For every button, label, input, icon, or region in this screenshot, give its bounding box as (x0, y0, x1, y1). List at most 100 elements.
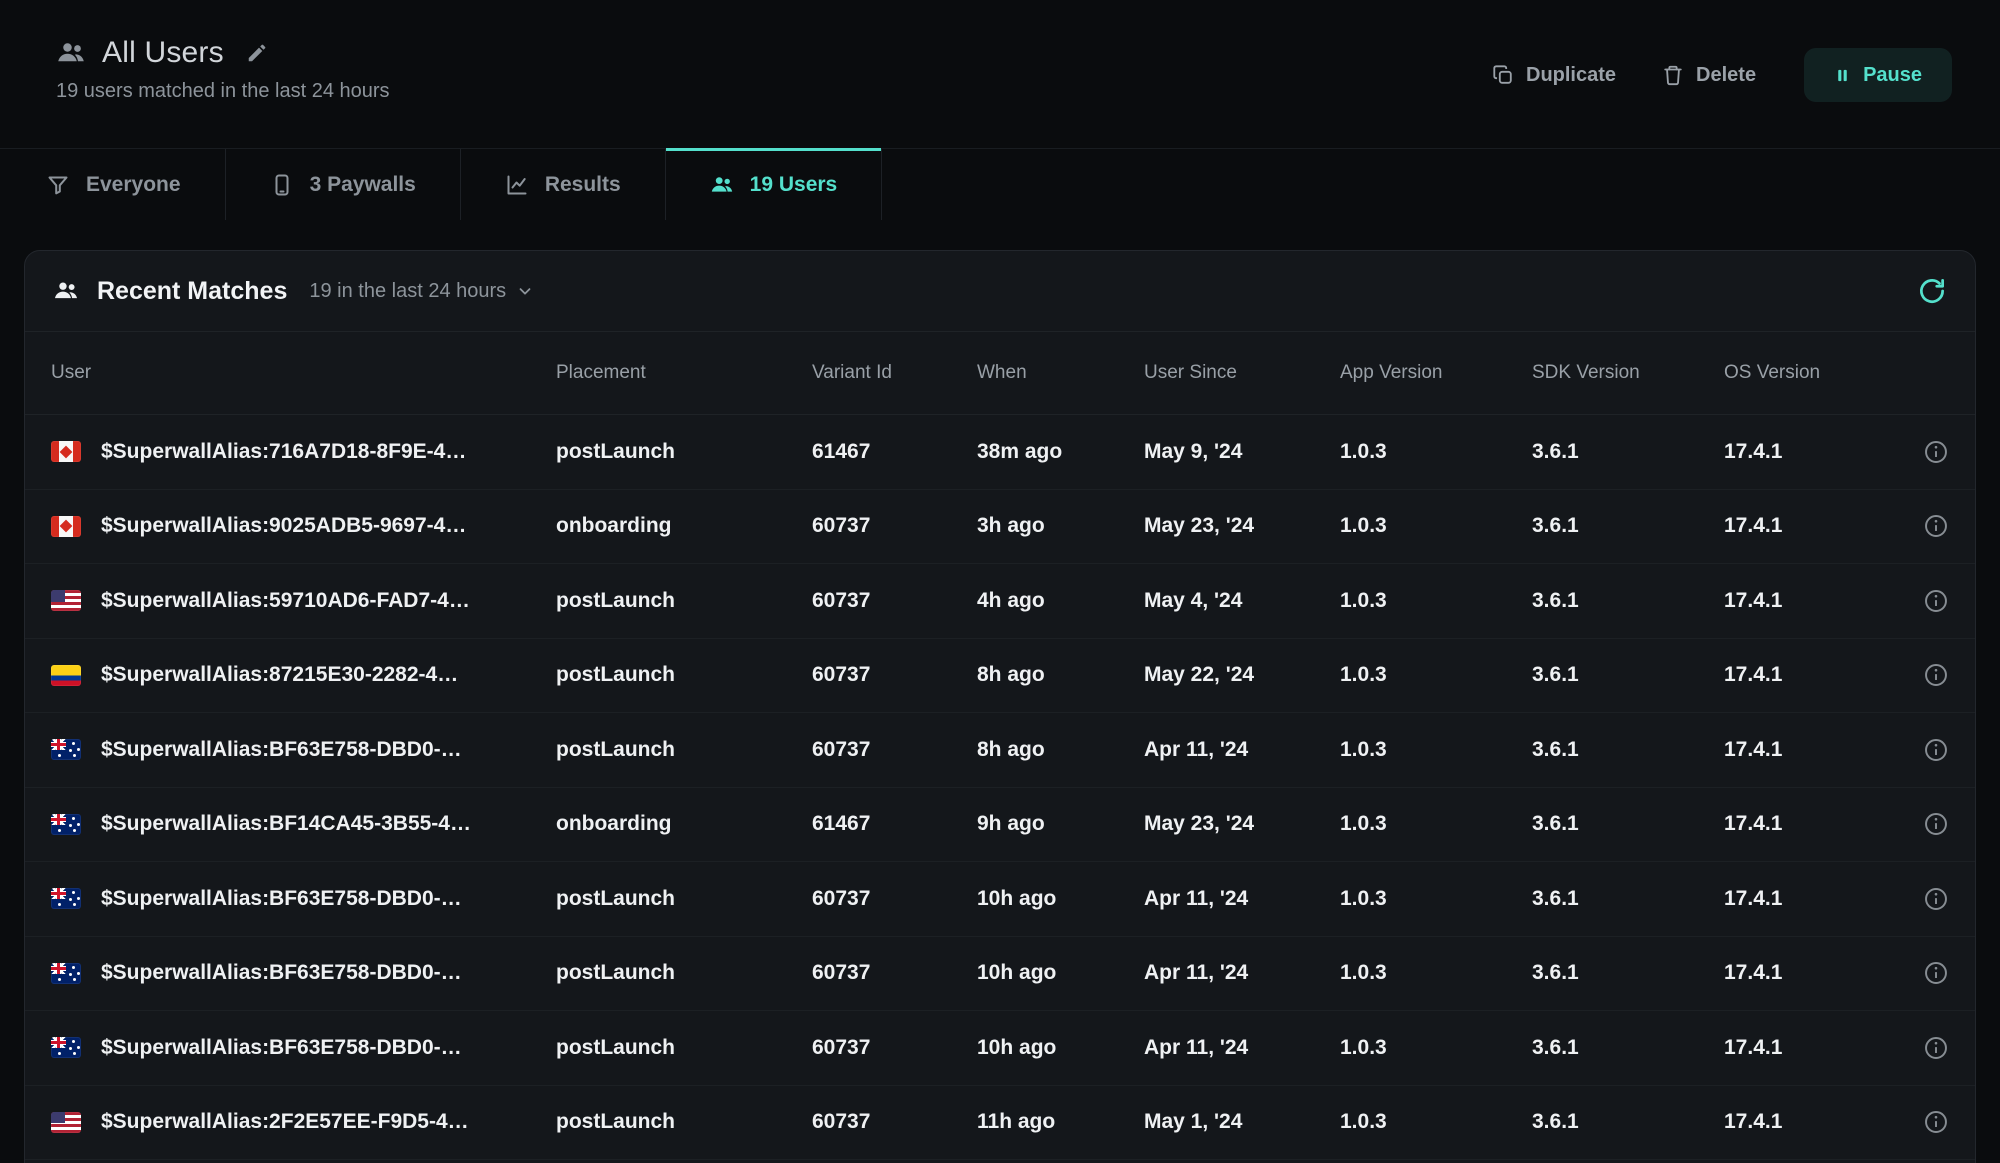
sdk-version-cell: 3.6.1 (1532, 886, 1579, 910)
when-cell: 10h ago (977, 961, 1057, 985)
info-icon[interactable] (1923, 439, 1949, 465)
table-row[interactable]: $SuperwallAlias:BF63E758-DBD0-… postLaun… (25, 862, 1975, 937)
tab-label: 3 Paywalls (309, 172, 416, 196)
user-cell: $SuperwallAlias:87215E30-2282-4… (51, 663, 556, 687)
info-icon[interactable] (1923, 662, 1949, 688)
column-header-user: User (51, 362, 92, 383)
sdk-version-cell: 3.6.1 (1532, 961, 1579, 985)
placement-cell: postLaunch (556, 737, 675, 761)
info-icon[interactable] (1923, 588, 1949, 614)
info-icon[interactable] (1923, 960, 1949, 986)
refresh-button[interactable] (1917, 276, 1947, 306)
placement-cell: postLaunch (556, 1110, 675, 1134)
pause-button[interactable]: Pause (1804, 48, 1952, 102)
table-row[interactable]: $SuperwallAlias:87215E30-2282-4… postLau… (25, 639, 1975, 713)
duplicate-icon (1492, 64, 1514, 86)
placement-cell: postLaunch (556, 439, 675, 463)
info-icon[interactable] (1923, 811, 1949, 837)
recent-matches-panel: Recent Matches 19 in the last 24 hours U… (24, 250, 1976, 1163)
when-cell: 9h ago (977, 812, 1045, 836)
when-cell: 11h ago (977, 1110, 1056, 1134)
info-icon[interactable] (1923, 1109, 1949, 1135)
user-since-cell: Apr 11, '24 (1144, 886, 1249, 910)
when-cell: 10h ago (977, 1035, 1057, 1059)
table-row[interactable]: $SuperwallAlias:BF63E758-DBD0-… postLaun… (25, 1011, 1975, 1086)
sdk-version-cell: 3.6.1 (1532, 439, 1579, 463)
info-cell (1904, 886, 1949, 912)
info-icon[interactable] (1923, 737, 1949, 763)
edit-title-icon[interactable] (246, 42, 268, 64)
column-header-sdk-version: SDK Version (1532, 362, 1640, 383)
user-since-cell: Apr 11, '24 (1144, 1035, 1249, 1059)
user-cell: $SuperwallAlias:BF63E758-DBD0-… (51, 961, 556, 985)
tab-everyone[interactable]: Everyone (0, 149, 226, 220)
os-version-cell: 17.4.1 (1724, 1035, 1783, 1059)
column-header-os-version: OS Version (1724, 362, 1821, 383)
table-row[interactable]: $SuperwallAlias:59710AD6-FAD7-4… postLau… (25, 564, 1975, 639)
column-header-app-version: App Version (1340, 362, 1443, 383)
sdk-version-cell: 3.6.1 (1532, 1035, 1579, 1059)
info-cell (1904, 662, 1949, 688)
user-cell: $SuperwallAlias:59710AD6-FAD7-4… (51, 589, 556, 613)
user-alias: $SuperwallAlias:BF63E758-DBD0-… (101, 961, 462, 985)
country-flag-icon (51, 441, 81, 463)
country-flag-icon (51, 515, 81, 537)
when-cell: 10h ago (977, 886, 1057, 910)
user-alias: $SuperwallAlias:BF63E758-DBD0-… (101, 886, 462, 910)
tab-paywalls[interactable]: 3 Paywalls (226, 149, 461, 220)
time-range-label: 19 in the last 24 hours (309, 279, 507, 302)
user-since-cell: May 23, '24 (1144, 514, 1255, 538)
sdk-version-cell: 3.6.1 (1532, 812, 1579, 836)
info-icon[interactable] (1923, 1035, 1949, 1061)
info-icon[interactable] (1923, 513, 1949, 539)
variant-id-cell: 60737 (812, 961, 871, 985)
table-row[interactable]: $SuperwallAlias:716A7D18-8F9E-4… postLau… (25, 415, 1975, 490)
info-icon[interactable] (1923, 886, 1949, 912)
user-alias: $SuperwallAlias:BF14CA45-3B55-4… (101, 812, 471, 836)
country-flag-icon (51, 664, 81, 686)
user-cell: $SuperwallAlias:2F2E57EE-F9D5-4… (51, 1110, 556, 1134)
country-flag-icon (51, 962, 81, 984)
pause-icon (1834, 66, 1851, 85)
time-range-dropdown[interactable]: 19 in the last 24 hours (309, 280, 534, 303)
user-alias: $SuperwallAlias:87215E30-2282-4… (101, 663, 459, 687)
variant-id-cell: 60737 (812, 1110, 871, 1134)
placement-cell: postLaunch (556, 588, 675, 612)
user-cell: $SuperwallAlias:716A7D18-8F9E-4… (51, 440, 556, 464)
info-cell (1904, 960, 1949, 986)
table-row[interactable]: $SuperwallAlias:BF63E758-DBD0-… postLaun… (25, 937, 1975, 1011)
app-version-cell: 1.0.3 (1340, 886, 1387, 910)
user-alias: $SuperwallAlias:2F2E57EE-F9D5-4… (101, 1110, 469, 1134)
variant-id-cell: 60737 (812, 663, 871, 687)
os-version-cell: 17.4.1 (1724, 439, 1783, 463)
user-since-cell: Apr 11, '24 (1144, 737, 1249, 761)
chevron-down-icon (516, 282, 534, 300)
column-header-variant-id: Variant Id (812, 362, 892, 383)
when-cell: 38m ago (977, 439, 1063, 463)
tab-users[interactable]: 19 Users (665, 148, 883, 220)
user-cell: $SuperwallAlias:BF63E758-DBD0-… (51, 738, 556, 762)
paywall-phone-icon (270, 173, 294, 197)
os-version-cell: 17.4.1 (1724, 514, 1783, 538)
table-row[interactable]: $SuperwallAlias:9025ADB5-9697-4… onboard… (25, 490, 1975, 564)
app-version-cell: 1.0.3 (1340, 1035, 1387, 1059)
app-version-cell: 1.0.3 (1340, 812, 1387, 836)
when-cell: 8h ago (977, 663, 1045, 687)
duplicate-label: Duplicate (1526, 63, 1617, 86)
os-version-cell: 17.4.1 (1724, 1110, 1783, 1134)
app-version-cell: 1.0.3 (1340, 663, 1387, 687)
delete-button[interactable]: Delete (1662, 64, 1756, 87)
app-version-cell: 1.0.3 (1340, 961, 1387, 985)
table-row[interactable]: $SuperwallAlias:BF14CA45-3B55-4… onboard… (25, 788, 1975, 862)
table-row[interactable]: $SuperwallAlias:BF63E758-DBD0-… postLaun… (25, 713, 1975, 788)
table-row[interactable]: $SuperwallAlias:2F2E57EE-F9D5-4… postLau… (25, 1086, 1975, 1160)
page-subtitle: 19 users matched in the last 24 hours (56, 80, 390, 102)
info-cell (1904, 811, 1949, 837)
info-cell (1904, 1109, 1949, 1135)
panel-header: Recent Matches 19 in the last 24 hours (25, 251, 1975, 331)
app-version-cell: 1.0.3 (1340, 1110, 1387, 1134)
tab-results[interactable]: Results (461, 149, 666, 220)
page-header-actions: Duplicate Delete Pause (1492, 48, 1952, 102)
duplicate-button[interactable]: Duplicate (1492, 64, 1616, 87)
info-cell (1904, 1035, 1949, 1061)
